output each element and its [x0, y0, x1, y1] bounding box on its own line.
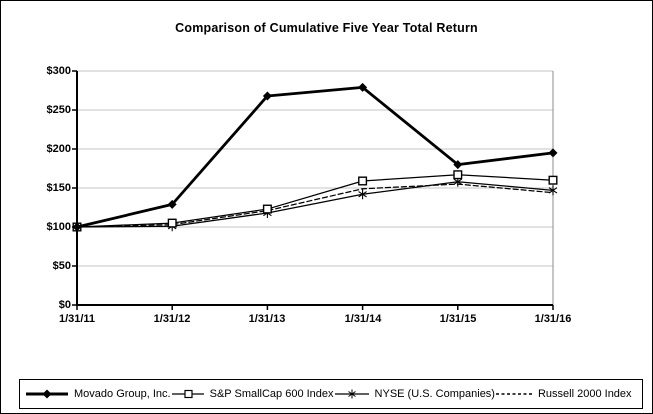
series-movado-group-inc — [72, 82, 558, 232]
y-axis-label: $150 — [46, 182, 71, 194]
x-axis-label: 1/31/12 — [153, 313, 191, 325]
diamond-marker-icon — [26, 389, 68, 399]
legend-label: NYSE (U.S. Companies) — [374, 388, 495, 400]
square-marker-icon — [171, 389, 204, 399]
x-axis-label: 1/31/16 — [534, 313, 572, 325]
x-axis-label: 1/31/11 — [58, 313, 96, 325]
x-axis-label: 1/31/14 — [344, 313, 382, 325]
dashed-line-icon — [495, 393, 532, 395]
y-axis-label: $100 — [46, 221, 71, 233]
y-axis-label: $0 — [58, 299, 71, 311]
y-axis-label: $250 — [46, 104, 71, 116]
chart-title: Comparison of Cumulative Five Year Total… — [175, 21, 478, 35]
y-axis-label: $300 — [46, 65, 71, 77]
y-axis-label: $50 — [52, 260, 71, 272]
legend-label: Movado Group, Inc. — [74, 388, 171, 400]
x-axis-label: 1/31/13 — [248, 313, 286, 325]
x-axis-label: 1/31/15 — [439, 313, 477, 325]
legend-label: S&P SmallCap 600 Index — [209, 388, 334, 400]
legend-item-sp-smallcap: S&P SmallCap 600 Index — [171, 388, 334, 400]
legend-label: Russell 2000 Index — [537, 388, 632, 400]
y-axis-label: $200 — [46, 143, 71, 155]
legend-item-movado: Movado Group, Inc. — [25, 388, 171, 400]
legend-item-russell: Russell 2000 Index — [495, 388, 632, 400]
series-russell-2000-index — [76, 183, 554, 228]
asterisk-marker-icon — [334, 389, 369, 399]
series-s-p-smallcap-600-index — [72, 170, 558, 232]
chart-legend: Movado Group, Inc. S&P SmallCap 600 Inde… — [19, 379, 643, 409]
legend-item-nyse: NYSE (U.S. Companies) — [334, 388, 495, 400]
